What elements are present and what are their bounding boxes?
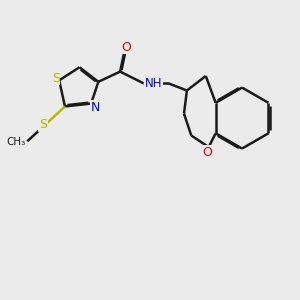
Text: O: O [202, 146, 212, 159]
Text: O: O [121, 41, 131, 54]
Text: N: N [91, 100, 100, 113]
Text: CH₃: CH₃ [7, 137, 26, 147]
Text: NH: NH [145, 77, 162, 90]
Text: S: S [39, 118, 47, 131]
Text: S: S [52, 71, 60, 85]
